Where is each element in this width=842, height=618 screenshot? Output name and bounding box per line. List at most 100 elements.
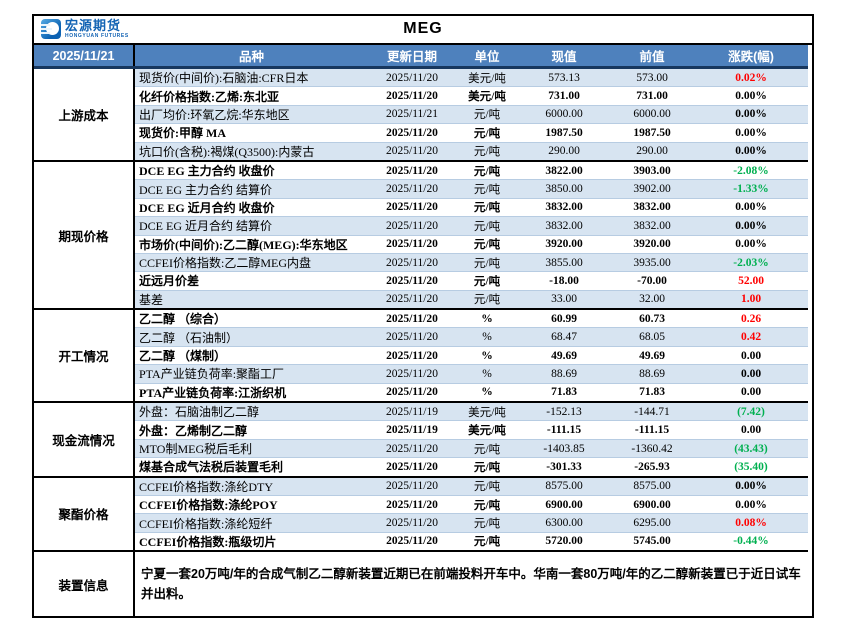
table-row: 聚酯价格 CCFEI价格指数:涤纶DTY 2025/11/20 元/吨 8575.00 8… [34,475,808,552]
row-name-cell: CCFEI价格指数:涤纶短纤 [134,513,368,533]
section-label: 期现价格 [34,159,135,310]
report-header: 宏源期货 HONGYUAN FUTURES MEG [34,16,812,45]
row-change-cell: (43.43) [694,439,808,459]
row-change-cell: -2.03% [694,253,808,273]
row-change-cell: -2.08% [694,159,808,181]
table-row: 基差 2025/11/20 元/吨 33.00 32.00 1.00 [34,290,808,310]
row-date-cell: 2025/11/20 [368,495,456,515]
row-previous-cell: -144.71 [610,401,694,422]
row-change-cell: 1.00 [694,290,808,310]
column-header-row: 2025/11/21 品种 更新日期 单位 现值 前值 涨跌(幅) [34,45,808,69]
row-previous-cell: 731.00 [610,86,694,106]
row-previous-cell: 88.69 [610,364,694,384]
row-current-cell: 6900.00 [518,495,610,515]
row-previous-cell: 3920.00 [610,235,694,254]
row-date-cell: 2025/11/20 [368,159,456,181]
column-header-change: 涨跌(幅) [694,45,808,69]
row-change-cell: 0.00% [694,86,808,106]
row-current-cell: -111.15 [518,420,610,440]
row-change-cell: 0.08% [694,513,808,533]
row-date-cell: 2025/11/20 [368,532,456,552]
table-row: 乙二醇 （石油制） 2025/11/20% 68.47 68.05 0.42 [34,327,808,347]
row-previous-cell: 60.73 [610,308,694,329]
row-unit-cell: 元/吨 [456,290,518,310]
row-unit-cell: 元/吨 [456,179,518,199]
row-name-cell: 化纤价格指数:乙烯:东北亚 [134,86,368,106]
row-unit-cell: 元/吨 [456,216,518,236]
row-date-cell: 2025/11/20 [368,383,456,403]
row-date-cell: 2025/11/20 [368,123,456,143]
row-current-cell: 1987.50 [518,123,610,143]
row-unit-cell: % [456,364,518,384]
column-header-update-date: 更新日期 [368,45,456,69]
row-name-cell: DCE EG 近月合约 结算价 [134,216,368,236]
section-label: 装置信息 [34,550,135,617]
table-row: CCFEI价格指数:涤纶POY 2025/11/20 元/吨 6900.00 6900.… [34,495,808,515]
row-current-cell: 3850.00 [518,179,610,199]
row-name-cell: 现货价(中间价):石脑油:CFR日本 [134,66,368,88]
row-current-cell: 3822.00 [518,159,610,181]
row-previous-cell: 3935.00 [610,253,694,273]
row-previous-cell: 3832.00 [610,216,694,236]
row-unit-cell: 元/吨 [456,457,518,478]
row-previous-cell: 32.00 [610,290,694,310]
row-date-cell: 2025/11/20 [368,346,456,366]
row-name-cell: MTO制MEG税后毛利 [134,439,368,459]
table-row: 煤基合成气法税后装置毛利 2025/11/20 元/吨 -301.33 -265.93(… [34,457,808,478]
row-unit-cell: 元/吨 [456,271,518,291]
row-current-cell: 49.69 [518,346,610,366]
row-previous-cell: 573.00 [610,66,694,88]
row-unit-cell: 美元/吨 [456,86,518,106]
row-name-cell: DCE EG 主力合约 收盘价 [134,159,368,181]
row-current-cell: 3832.00 [518,216,610,236]
row-previous-cell: 5745.00 [610,532,694,552]
row-unit-cell: 元/吨 [456,253,518,273]
row-current-cell: 60.99 [518,308,610,329]
brand-logo: 宏源期货 HONGYUAN FUTURES [41,19,129,39]
row-unit-cell: 元/吨 [456,495,518,515]
row-previous-cell: 8575.00 [610,475,694,496]
row-change-cell: -0.44% [694,532,808,552]
row-current-cell: 5720.00 [518,532,610,552]
row-current-cell: 573.13 [518,66,610,88]
row-current-cell: -152.13 [518,401,610,422]
row-date-cell: 2025/11/19 [368,401,456,422]
row-current-cell: 33.00 [518,290,610,310]
row-previous-cell: 290.00 [610,142,694,162]
table-row: 期现价格 DCE EG 主力合约 收盘价 2025/11/20 元/吨 3822.00 3… [34,159,808,310]
row-current-cell: 3855.00 [518,253,610,273]
data-table: 2025/11/21 品种 更新日期 单位 现值 前值 涨跌(幅) 上游成本 现货… [34,45,808,617]
row-change-cell: (35.40) [694,457,808,478]
row-previous-cell: 6000.00 [610,105,694,125]
row-name-cell: DCE EG 主力合约 结算价 [134,179,368,199]
brand-subtitle: HONGYUAN FUTURES [65,33,129,39]
table-row: DCE EG 近月合约 结算价 2025/11/20 元/吨 3832.00 3832.… [34,216,808,236]
column-header-previous: 前值 [610,45,694,69]
row-name-cell: 出厂均价:环氧乙烷:华东地区 [134,105,368,125]
row-change-cell: 0.26 [694,308,808,329]
row-unit-cell: % [456,327,518,347]
row-date-cell: 2025/11/20 [368,66,456,88]
row-previous-cell: -70.00 [610,271,694,291]
row-previous-cell: 3832.00 [610,198,694,218]
row-name-cell: PTA产业链负荷率:江浙织机 [134,383,368,403]
row-date-cell: 2025/11/20 [368,253,456,273]
table-row: 市场价(中间价):乙二醇(MEG):华东地区 2025/11/20 元/吨 3920.… [34,235,808,254]
row-name-cell: CCFEI价格指数:瓶级切片 [134,532,368,552]
table-row: 开工情况 乙二醇 （综合） 2025/11/20% 60.99 60.73 0.26 [34,308,808,403]
row-name-cell: DCE EG 近月合约 收盘价 [134,198,368,218]
row-current-cell: 88.69 [518,364,610,384]
row-change-cell: (7.42) [694,401,808,422]
row-unit-cell: 美元/吨 [456,420,518,440]
section-label: 现金流情况 [34,401,135,478]
row-unit-cell: 元/吨 [456,198,518,218]
table-row: 外盘：乙烯制乙二醇 2025/11/19 美元/吨 -111.15 -111.15 0.0… [34,420,808,440]
row-previous-cell: 6900.00 [610,495,694,515]
row-change-cell: 0.00% [694,198,808,218]
row-unit-cell: 元/吨 [456,123,518,143]
plant-info-text: 宁夏一套20万吨/年的合成气制乙二醇新装置近期已在前端投料开车中。华南一套80万… [134,550,808,617]
row-date-cell: 2025/11/20 [368,457,456,478]
row-date-cell: 2025/11/20 [368,142,456,162]
row-unit-cell: % [456,383,518,403]
row-date-cell: 2025/11/20 [368,235,456,254]
